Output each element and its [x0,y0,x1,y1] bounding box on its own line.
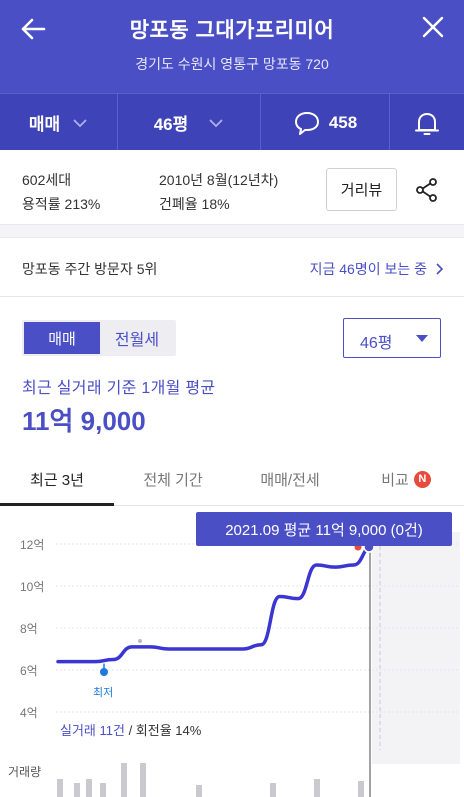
area-select-value: 46평 [360,335,393,352]
visitor-row: 망포동 주간 방문자 5위 지금 46명이 보는 중 [0,239,464,297]
coverage-ratio-text: 건폐율 18% [159,196,230,212]
street-view-button[interactable]: 거리뷰 [326,168,397,211]
app-header: 망포동 그대가프리미어 경기도 수원시 영통구 망포동 720 매매 46평 4… [0,0,464,151]
visitor-rank-text: 망포동 주간 방문자 5위 [22,261,158,277]
y-tick-label: 8억 [20,622,38,636]
area-label: 46평 [153,115,189,134]
chevron-down-icon [73,118,87,127]
tab-recent-3y[interactable]: 최근 3년 [0,452,114,506]
volume-bar [86,779,92,797]
chevron-right-icon [436,263,444,275]
y-tick-label: 6억 [20,664,38,678]
tab-label: 전체 기간 [143,471,203,489]
volume-bar [140,763,146,797]
volume-label: 거래량 [8,765,41,779]
divider [117,94,118,151]
volume-bar [121,763,127,797]
tab-label: 최근 3년 [30,471,84,489]
y-tick-label: 12억 [20,538,44,552]
volume-bar [74,783,80,797]
segment-rent[interactable]: 전월세 [114,332,160,349]
trade-segment-control: 매매 전월세 [22,320,176,356]
volume-bar [270,783,276,797]
viewers-text: 지금 46명이 보는 중 [309,261,427,277]
floor-area-ratio-text: 용적률 213% [22,196,101,212]
min-marker-label: 최저 [93,686,113,699]
area-select[interactable]: 46평 [343,318,441,358]
area-dropdown[interactable]: 46평 [118,94,260,151]
divider [389,94,390,151]
notification-button[interactable] [390,94,464,151]
bell-icon [415,112,439,135]
trade-count[interactable]: 실거래 11건 [60,723,125,738]
built-year-text: 2010년 8월(12년차) [159,172,279,188]
tab-all-period[interactable]: 전체 기간 [114,452,232,506]
y-tick-label: 10억 [20,580,44,594]
period-tabs: 최근 3년 전체 기간 매매/전세 비교 N [0,452,464,506]
trade-type-label: 매매 [28,115,61,134]
volume-bar [196,785,202,797]
active-tab-indicator [0,503,114,506]
min-marker-dot [100,668,108,676]
segment-sale[interactable]: 매매 [24,322,100,354]
tab-compare[interactable]: 비교 N [348,452,464,506]
tab-label: 매매/전세 [260,471,320,489]
new-badge: N [413,470,431,488]
speech-bubble-icon [294,111,319,135]
tab-label: 비교 [381,471,409,489]
address-text: 경기도 수원시 영통구 망포동 720 [135,56,329,72]
trade-point [138,639,142,643]
average-price: 11억 9,000 [22,406,146,436]
volume-bar [314,779,320,797]
volume-bar [100,783,106,797]
turnover-text: / 회전율 14% [124,723,202,738]
chevron-down-icon [209,118,223,127]
trade-summary: 실거래 11건 / 회전율 14% [60,720,201,739]
comments-button[interactable]: 458 [261,94,389,151]
header-filter-bar: 매매 46평 458 [0,93,464,151]
future-area [372,532,460,764]
divider [260,94,261,151]
chart-tooltip: 2021.09 평균 11억 9,000 (0건) [196,512,452,546]
average-label: 최근 실거래 기준 1개월 평균 [22,380,216,397]
volume-bar [57,779,63,797]
trade-type-dropdown[interactable]: 매매 [0,94,117,151]
price-line [56,544,374,664]
households-text: 602세대 [22,172,72,188]
comment-count: 458 [328,112,358,132]
y-tick-label: 4억 [20,706,38,720]
volume-bar [358,781,364,797]
close-icon[interactable] [418,12,448,42]
section-divider [0,224,464,238]
tab-sale-jeonse[interactable]: 매매/전세 [232,452,348,506]
back-arrow-icon[interactable] [18,14,48,44]
page-title: 망포동 그대가프리미어 [129,19,335,42]
share-icon[interactable] [414,177,440,203]
caret-down-icon [416,335,428,342]
viewers-link[interactable]: 지금 46명이 보는 중 [310,259,444,279]
